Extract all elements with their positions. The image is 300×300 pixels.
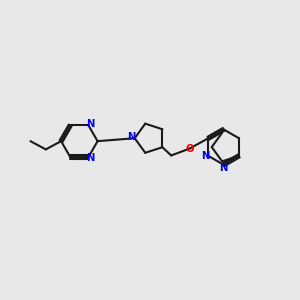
Text: N: N	[86, 119, 95, 129]
Text: O: O	[185, 143, 194, 154]
Text: N: N	[128, 132, 136, 142]
Text: N: N	[219, 163, 228, 173]
Text: N: N	[201, 151, 210, 161]
Text: N: N	[86, 153, 95, 164]
